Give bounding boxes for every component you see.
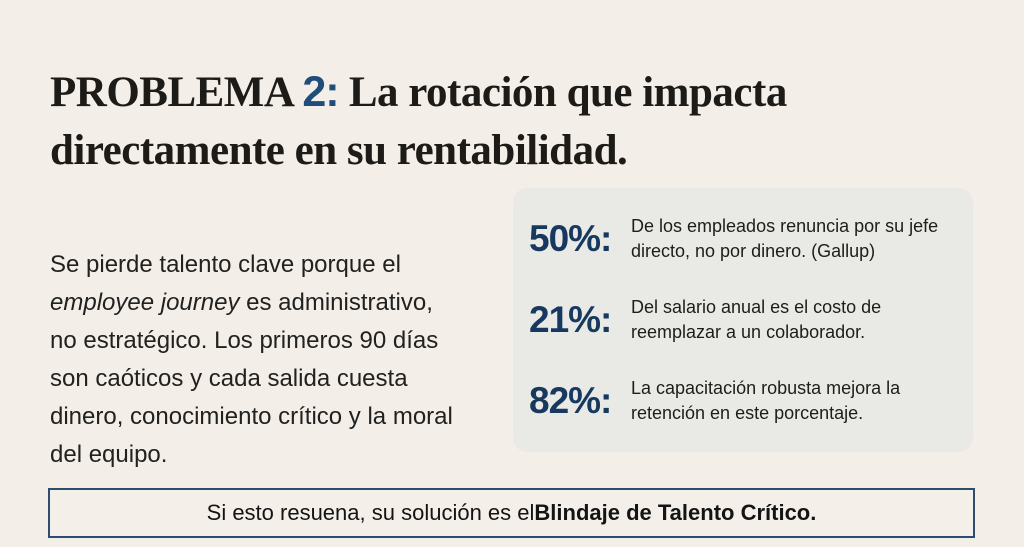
stats-card: 50%: De los empleados renuncia por su je…: [513, 188, 973, 452]
banner-text-bold: Blindaje de Talento Crítico.: [534, 500, 817, 525]
body-text-end: es administrativo, no estratégico. Los p…: [50, 289, 453, 468]
banner-text-regular: Si esto resuena, su solución es el: [206, 500, 535, 525]
stat-row-turnover-boss: 50%: De los empleados renuncia por su je…: [529, 214, 955, 264]
problem-number: 2:: [302, 67, 339, 116]
stat-value-82: 82%:: [529, 380, 612, 421]
stat-description-21: Del salario anual es el costo de reempla…: [631, 297, 882, 342]
title-line-1: PROBLEMA 2: La rotación que impacta: [50, 63, 970, 122]
stat-row-training-retention: 82%: La capacitación robusta mejora la r…: [529, 376, 955, 426]
stat-row-replacement-cost: 21%: Del salario anual es el costo de re…: [529, 295, 955, 345]
title-rest-line1: La rotación que impacta: [338, 68, 788, 116]
body-text-start: Se pierde talento clave porque el: [50, 251, 401, 278]
page-title: PROBLEMA 2: La rotación que impacta dire…: [50, 63, 970, 180]
body-text-italic-phrase: employee journey: [50, 289, 240, 316]
problem-description: Se pierde talento clave porque el employ…: [50, 246, 462, 474]
title-line-2: directamente en su rentabilidad.: [50, 126, 628, 174]
stat-value-50: 50%:: [529, 218, 612, 259]
stat-description-50: De los empleados renuncia por su jefe di…: [631, 216, 939, 261]
solution-callout-banner: Si esto resuena, su solución es el Blind…: [48, 488, 975, 538]
stat-description-82: La capacitación robusta mejora la retenc…: [631, 378, 901, 423]
stat-value-21: 21%:: [529, 299, 612, 340]
title-prefix: PROBLEMA: [50, 68, 303, 116]
